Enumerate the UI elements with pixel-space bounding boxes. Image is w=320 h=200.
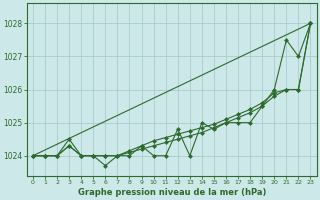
X-axis label: Graphe pression niveau de la mer (hPa): Graphe pression niveau de la mer (hPa) xyxy=(77,188,266,197)
